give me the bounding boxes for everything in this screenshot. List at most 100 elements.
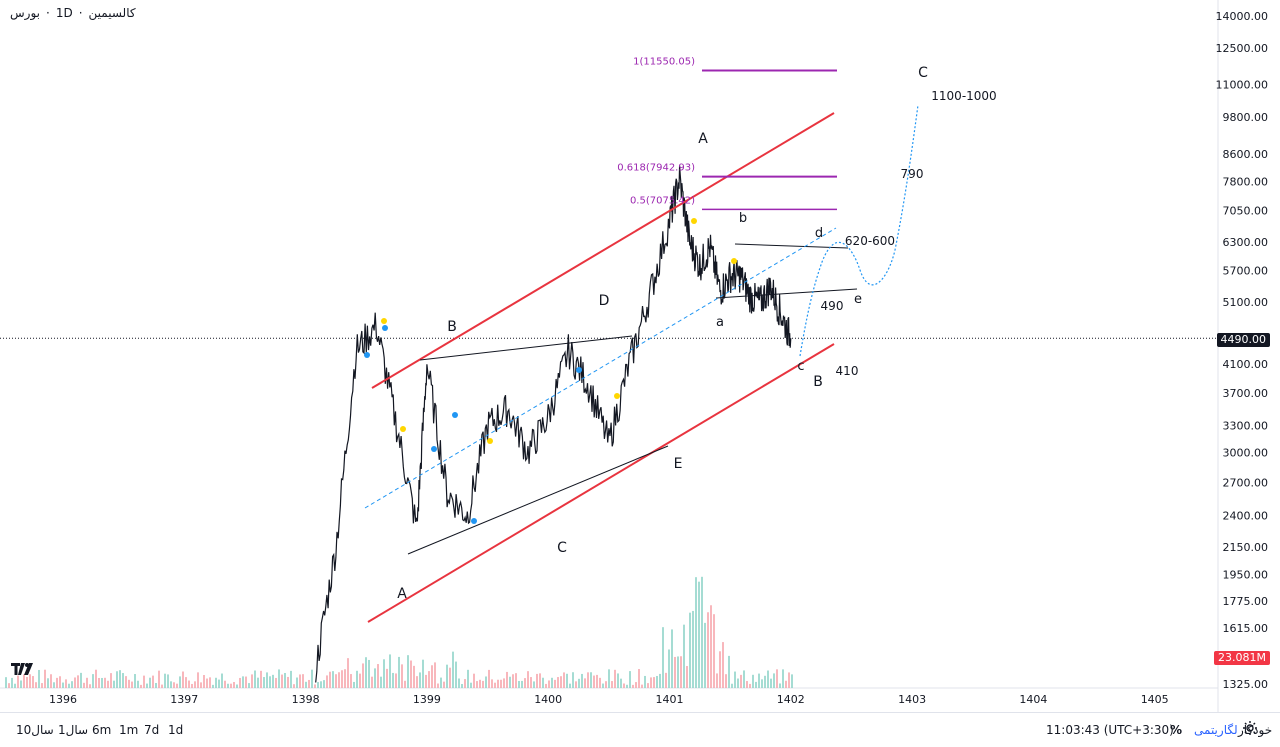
log-scale-toggle[interactable]: لگاریتمی (1194, 723, 1238, 737)
target-label-410: 410 (836, 364, 859, 378)
volume-bar (689, 612, 691, 688)
volume-bar (311, 669, 313, 688)
volume-bar (275, 677, 277, 688)
range-10y-button[interactable]: 10سال (16, 723, 54, 737)
interval-label[interactable]: 1D (55, 6, 73, 20)
volume-bar (632, 684, 634, 688)
volume-bar (179, 676, 181, 688)
pivot-marker-yellow (400, 426, 406, 432)
volume-bar (683, 624, 685, 688)
volume-bar (527, 671, 529, 688)
range-1y-button[interactable]: 1سال (58, 723, 89, 737)
price-series-line[interactable] (315, 165, 792, 683)
range-7d-button[interactable]: 7d (144, 723, 160, 737)
volume-bar (185, 677, 187, 688)
volume-bar (521, 680, 523, 688)
clock[interactable]: 11:03:43 (UTC+3:30) (1046, 723, 1174, 737)
price-tick-label: 1775.00 (1223, 595, 1269, 608)
chart-area[interactable]: 14000.00 12500.00 11000.00 9800.00 8600.00 78… (0, 0, 1280, 712)
volume-bar (323, 680, 325, 688)
volume-bar (122, 673, 124, 688)
volume-bar (602, 683, 604, 688)
percent-toggle[interactable]: % (1170, 723, 1183, 737)
volume-bar (236, 684, 238, 688)
volume-bar (698, 581, 700, 688)
volume-bar (497, 679, 499, 688)
time-tick-label: 1396 (49, 693, 77, 706)
price-chart[interactable]: 14000.00 12500.00 11000.00 9800.00 8600.00 78… (0, 0, 1280, 712)
volume-bar (365, 657, 367, 688)
wave-label-B-left: B (447, 319, 457, 335)
volume-bar (542, 677, 544, 688)
volume-bar (626, 684, 628, 688)
volume-bar (110, 673, 112, 688)
price-tick-label: 1950.00 (1223, 569, 1269, 582)
volume-bar (665, 672, 667, 688)
volume-bar (680, 656, 682, 688)
wave-label-b: b (739, 211, 747, 226)
volume-bar (53, 682, 55, 688)
volume-bar (413, 665, 415, 688)
volume-bar (512, 674, 514, 688)
time-tick-label: 1403 (898, 693, 926, 706)
wave-label-A-bottom: A (397, 586, 407, 602)
volume-bar (416, 676, 418, 688)
volume-bar (473, 673, 475, 688)
volume-bar (536, 673, 538, 688)
volume-bar (320, 681, 322, 688)
volume-bar (734, 671, 736, 688)
volume-bar (584, 678, 586, 688)
wave-label-A-top: A (698, 131, 708, 147)
volume-bar (782, 669, 784, 688)
time-tick-label: 1397 (170, 693, 198, 706)
symbol-name[interactable]: کالسیمین (88, 6, 136, 20)
volume-bar (374, 668, 376, 688)
volume-bar (401, 664, 403, 688)
volume-bar (653, 677, 655, 688)
auto-scale-toggle[interactable]: خودکار (1238, 723, 1273, 737)
volume-bar (347, 658, 349, 688)
volume-bar (113, 680, 115, 688)
market-label: بورس (10, 6, 40, 20)
range-6m-button[interactable]: 6m (92, 723, 112, 737)
price-tick-label: 12500.00 (1216, 42, 1269, 55)
volume-bar (746, 681, 748, 688)
volume-bar (332, 671, 334, 688)
volume-bar (35, 682, 37, 688)
volume-bar (638, 669, 640, 688)
volume-bar (488, 669, 490, 688)
volume-bar (461, 683, 463, 688)
volume-bar (641, 684, 643, 688)
volume-bar (5, 677, 7, 688)
wave-label-E: E (674, 456, 683, 472)
price-tick-label: 2400.00 (1223, 510, 1269, 523)
volume-bar (761, 679, 763, 688)
volume-bar (200, 682, 202, 688)
range-1m-button[interactable]: 1m (119, 723, 139, 737)
volume-bar (101, 677, 103, 688)
volume-bar (704, 622, 706, 688)
volume-bar (107, 680, 109, 688)
volume-bar (68, 683, 70, 688)
volume-bar (170, 681, 172, 688)
volume-bar (707, 612, 709, 688)
gear-icon[interactable] (1242, 720, 1258, 736)
volume-bar (635, 682, 637, 688)
price-tick-label: 5100.00 (1223, 296, 1269, 309)
pivot-marker-blue (471, 518, 477, 524)
pivot-marker-yellow (381, 318, 387, 324)
channel-lower-line (367, 343, 835, 623)
volume-bar (296, 677, 298, 688)
range-1d-button[interactable]: 1d (168, 723, 184, 737)
price-tick-label: 4100.00 (1223, 358, 1269, 371)
tradingview-logo-icon[interactable] (10, 660, 34, 678)
volume-bar (563, 672, 565, 688)
volume-bar (758, 673, 760, 688)
price-tick-label: 11000.00 (1216, 78, 1269, 91)
volume-bar (722, 642, 724, 688)
price-tick-label: 1615.00 (1223, 622, 1269, 635)
volume-bar (755, 681, 757, 688)
wave-label-d: d (815, 226, 823, 241)
volume-bar (611, 681, 613, 688)
volume-bar (545, 683, 547, 688)
